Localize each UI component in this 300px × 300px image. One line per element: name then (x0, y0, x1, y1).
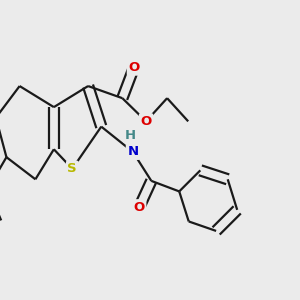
Text: S: S (68, 162, 77, 175)
Text: O: O (128, 61, 140, 74)
Text: O: O (140, 115, 152, 128)
Text: O: O (134, 201, 145, 214)
Text: H: H (125, 128, 136, 142)
Text: N: N (127, 146, 138, 158)
